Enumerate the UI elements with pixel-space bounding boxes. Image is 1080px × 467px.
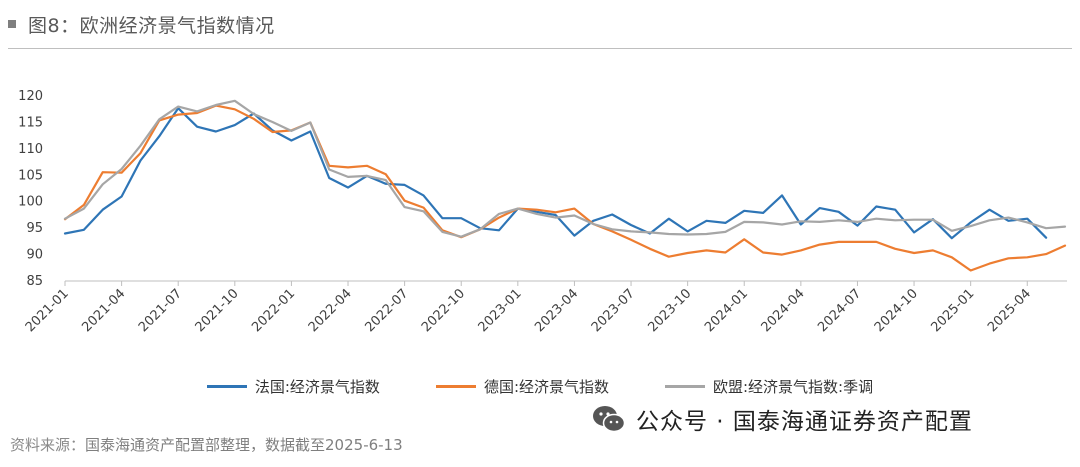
x-tick-label: 2024-07 — [815, 286, 864, 335]
legend-item-eu: 欧盟:经济景气指数:季调 — [665, 376, 873, 397]
y-tick-label: 85 — [26, 274, 43, 289]
page-title: 图8：欧洲经济景气指数情况 — [28, 14, 275, 37]
legend-label-eu: 欧盟:经济景气指数:季调 — [713, 378, 874, 396]
title-marker — [8, 20, 16, 28]
x-tick-label: 2021-07 — [136, 286, 185, 335]
source-text: 国泰海通资产配置部整理，数据截至2025-6-13 — [85, 436, 403, 454]
legend-swatch-eu — [665, 385, 705, 388]
y-tick-label: 90 — [26, 248, 43, 263]
y-tick-label: 115 — [18, 115, 43, 130]
series-line-1 — [63, 104, 1067, 272]
watermark-text: 公众号 · 国泰海通证券资产配置 — [636, 409, 973, 435]
x-tick-label: 2024-01 — [702, 286, 751, 335]
x-tick-label: 2023-07 — [589, 286, 638, 335]
title-divider — [8, 48, 1072, 49]
x-tick-label: 2021-10 — [193, 286, 242, 335]
y-tick-label: 105 — [18, 168, 43, 183]
series-line-0 — [63, 107, 1048, 240]
y-tick-label: 100 — [18, 195, 43, 210]
series-line-2 — [63, 99, 1067, 238]
chart-legend: 法国:经济景气指数 德国:经济景气指数 欧盟:经济景气指数:季调 — [0, 376, 1080, 397]
legend-label-germany: 德国:经济景气指数 — [483, 378, 609, 396]
x-tick-label: 2021-04 — [79, 286, 128, 335]
x-tick-label: 2022-04 — [306, 286, 355, 335]
x-tick-label: 2021-01 — [23, 286, 72, 335]
y-tick-label: 95 — [26, 221, 43, 236]
x-tick-label: 2024-10 — [872, 286, 921, 335]
legend-swatch-france — [206, 385, 247, 388]
x-tick-label: 2023-01 — [476, 286, 525, 335]
legend-label-france: 法国:经济景气指数 — [254, 378, 380, 396]
title-row: 图8：欧洲经济景气指数情况 — [8, 8, 275, 40]
source-note: 资料来源：国泰海通资产配置部整理，数据截至2025-6-13 — [10, 434, 403, 455]
legend-swatch-germany — [435, 385, 476, 388]
x-tick-label: 2022-07 — [362, 286, 411, 335]
x-tick-label: 2025-04 — [985, 286, 1034, 335]
legend-item-germany: 德国:经济景气指数 — [435, 376, 609, 397]
x-tick-label: 2024-04 — [759, 286, 808, 335]
wechat-icon — [593, 406, 626, 433]
y-tick-label: 110 — [18, 142, 43, 157]
y-tick-label: 120 — [18, 89, 43, 104]
x-tick-label: 2023-10 — [645, 286, 694, 335]
legend-item-france: 法国:经济景气指数 — [206, 376, 380, 397]
x-tick-label: 2025-01 — [928, 286, 977, 335]
x-tick-label: 2023-04 — [532, 286, 581, 335]
source-prefix: 资料来源： — [10, 436, 86, 454]
x-tick-label: 2022-10 — [419, 286, 468, 335]
x-tick-label: 2022-01 — [249, 286, 298, 335]
wechat-watermark: 公众号 · 国泰海通证券资产配置 — [592, 402, 973, 436]
